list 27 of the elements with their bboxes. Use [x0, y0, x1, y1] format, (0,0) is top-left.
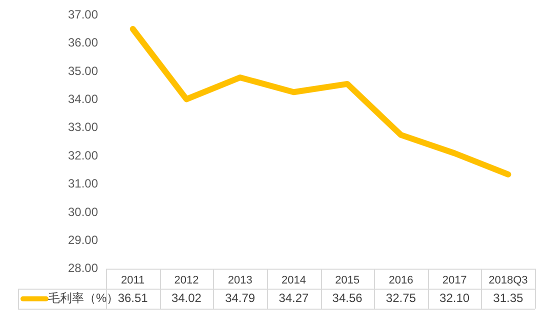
x-tick-label: 2011	[121, 274, 145, 286]
data-label: 32.10	[440, 291, 470, 306]
x-tick-label: 2018Q3	[488, 274, 528, 286]
y-tick-label: 35.00	[68, 64, 98, 78]
y-tick-label: 33.00	[68, 120, 98, 134]
y-tick-label: 28.00	[68, 261, 98, 276]
y-tick-label: 36.00	[68, 36, 98, 50]
data-label: 32.75	[386, 291, 416, 306]
x-tick-label: 2012	[174, 274, 199, 286]
legend-label: 毛利率（%）	[48, 291, 119, 306]
data-label: 34.56	[332, 291, 363, 306]
data-label: 34.79	[225, 291, 256, 306]
y-tick-label: 30.00	[68, 204, 98, 219]
data-label: 31.35	[493, 291, 524, 306]
x-tick-label: 2015	[335, 274, 360, 286]
data-label: 34.02	[171, 291, 202, 306]
y-tick-label: 31.00	[68, 176, 98, 191]
x-tick-label: 2017	[442, 274, 467, 286]
y-tick-label: 29.00	[68, 232, 98, 247]
y-tick-label: 32.00	[68, 148, 98, 162]
x-tick-label: 2013	[228, 274, 252, 286]
x-tick-label: 2016	[388, 274, 414, 286]
y-tick-label: 37.00	[68, 8, 98, 22]
x-tick-label: 2014	[281, 274, 306, 286]
data-label: 34.27	[278, 291, 310, 306]
data-label: 36.51	[118, 291, 148, 306]
y-tick-label: 34.00	[68, 92, 98, 106]
